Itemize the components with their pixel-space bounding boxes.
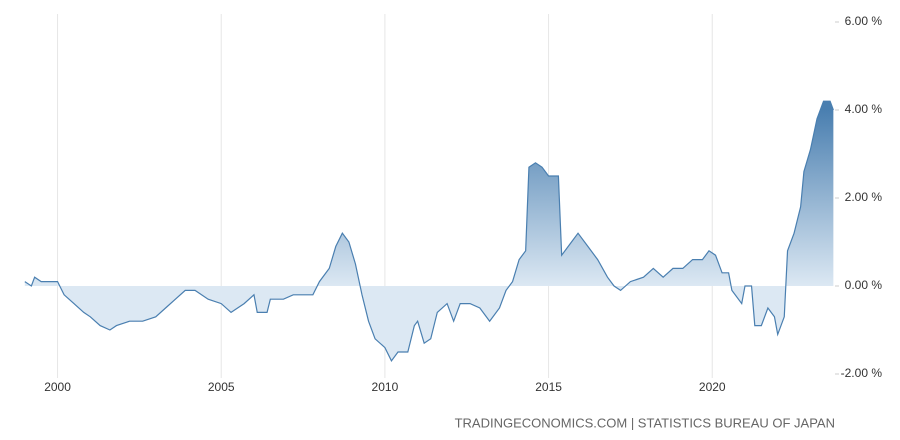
y-tick-label: 6.00 % [845,14,883,28]
x-tick-label: 2020 [699,380,726,394]
source: TRADINGECONOMICS.COM | STATISTICS BUREAU… [455,415,835,430]
x-tick-label: 2005 [208,380,235,394]
x-tick-label: 2000 [44,380,71,394]
y-tick-label: -2.00 % [841,366,883,380]
y-tick-label: 2.00 % [845,190,883,204]
area-fill [24,101,834,361]
x-tick-label: 2015 [535,380,562,394]
y-tick-label: 4.00 % [845,102,883,116]
x-tick-label: 2010 [372,380,399,394]
line [24,100,834,362]
y-tick-label: 0.00 % [845,278,883,292]
